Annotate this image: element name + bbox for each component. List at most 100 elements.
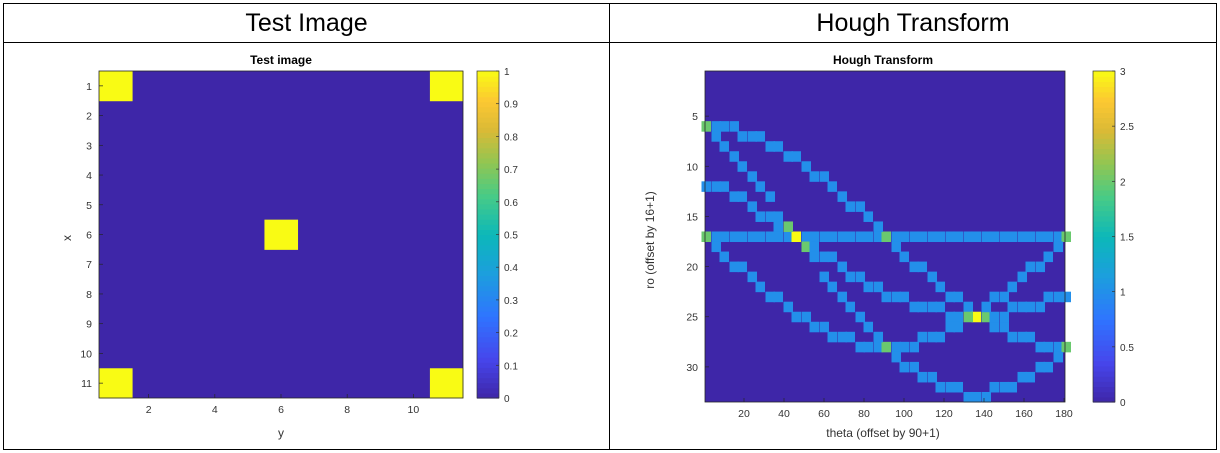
- heatmap-cell: [945, 291, 955, 303]
- colorbar-segment: [477, 142, 499, 149]
- y-tick-label: 6: [86, 230, 92, 242]
- y-tick-label: 11: [81, 378, 92, 390]
- colorbar-segment: [477, 116, 499, 123]
- y-tick-label: 2: [86, 111, 92, 123]
- heatmap-cell: [755, 211, 765, 222]
- heatmap-cell: [701, 231, 711, 243]
- heatmap-cell: [999, 321, 1009, 333]
- heatmap-cell: [953, 381, 963, 393]
- colorbar-segment: [477, 372, 499, 379]
- heatmap-cell: [845, 201, 855, 212]
- heatmap-cell: [917, 301, 927, 313]
- heatmap-cell: [989, 311, 999, 323]
- heatmap-cell: [801, 161, 811, 172]
- colorbar-tick-label: 1.5: [1120, 233, 1134, 244]
- heatmap-cell: [747, 201, 757, 212]
- colorbar-segment: [1093, 272, 1115, 279]
- heatmap-cell: [783, 301, 793, 313]
- heatmap-cell: [791, 151, 801, 162]
- colorbar-segment: [477, 321, 499, 328]
- heatmap-cell: [773, 141, 783, 152]
- y-tick-label: 10: [80, 348, 92, 360]
- heatmap-cell: [845, 231, 855, 243]
- heatmap-cell: [981, 391, 991, 403]
- colorbar-segment: [1093, 376, 1115, 382]
- colorbar-segment: [1093, 122, 1115, 129]
- heatmap-cell: [737, 161, 747, 172]
- heatmap-cell: [945, 381, 955, 393]
- colorbar-segment: [1093, 365, 1115, 372]
- colorbar-segment: [477, 275, 499, 282]
- heatmap-cell: [765, 191, 775, 202]
- colorbar-segment: [1093, 215, 1115, 222]
- colorbar-segment: [477, 224, 499, 230]
- heatmap-cell: [1025, 261, 1035, 273]
- colorbar-segment: [477, 127, 499, 133]
- colorbar-segment: [477, 254, 499, 261]
- colorbar: 0 0.5 1 1.5 2 2.5 3: [1092, 67, 1134, 409]
- colorbar-segment: [477, 285, 499, 292]
- heatmap-cell: [711, 121, 721, 132]
- colorbar-segment: [477, 300, 499, 307]
- heatmap-cell: [927, 231, 937, 243]
- y-tick-label: 30: [686, 362, 698, 374]
- heatmap-cell: [809, 241, 819, 253]
- colorbar-segment: [1093, 112, 1115, 119]
- heatmap-cell: [765, 291, 775, 303]
- plot-area: [701, 70, 1071, 403]
- colorbar-segment: [1093, 277, 1115, 284]
- x-tick-label: 140: [975, 408, 993, 420]
- heatmap-cell: [1061, 291, 1071, 303]
- colorbar-segment: [477, 290, 499, 297]
- heatmap-cell: [891, 351, 901, 363]
- heatmap-cell: [711, 241, 721, 253]
- heatmap-cell: [909, 231, 919, 243]
- colorbar-tick-label: 0.9: [504, 100, 518, 111]
- colorbar-segment: [477, 326, 499, 333]
- x-tick-label: 6: [278, 404, 284, 416]
- header-divider: [4, 42, 1216, 43]
- heatmap-cell: [1061, 341, 1071, 353]
- heatmap-cell: [1035, 341, 1045, 353]
- heatmap-cell: [863, 211, 873, 222]
- heatmap-cell: [845, 301, 855, 313]
- heatmap-cell: [1043, 231, 1053, 243]
- heatmap-cell: [935, 301, 945, 313]
- heatmap-cell: [1053, 341, 1063, 353]
- heatmap-cell: [837, 231, 847, 243]
- heatmap-cell: [773, 221, 783, 232]
- heatmap-cell: [899, 231, 909, 243]
- colorbar-segment: [477, 193, 499, 200]
- colorbar-segment: [477, 183, 499, 190]
- colorbar-tick-label: 0: [1120, 398, 1126, 409]
- heatmap-cell: [719, 251, 729, 263]
- heatmap-cell: [945, 311, 955, 323]
- x-axis-label: theta (offset by 90+1): [826, 426, 940, 440]
- y-tick-label: 15: [686, 211, 698, 223]
- colorbar-tick-label: 0.5: [1120, 343, 1134, 354]
- y-tick-label: 5: [86, 200, 92, 212]
- colorbar-segment: [1093, 169, 1115, 176]
- colorbar-segment: [1093, 143, 1115, 150]
- heatmap-cell: [837, 191, 847, 202]
- colorbar-segment: [477, 382, 499, 389]
- colorbar-segment: [1093, 345, 1115, 351]
- colorbar-segment: [1093, 153, 1115, 160]
- colorbar-segment: [1093, 200, 1115, 207]
- heatmap-cell: [873, 331, 883, 343]
- heatmap-cell: [711, 231, 721, 243]
- colorbar-segment: [1093, 334, 1115, 341]
- colorbar-segment: [1093, 184, 1115, 191]
- heatmap-cell: [989, 231, 999, 243]
- heatmap-cell: [873, 281, 883, 293]
- heatmap-cell: [719, 181, 729, 192]
- heatmap-cell: [765, 231, 775, 243]
- colorbar-segment: [477, 306, 499, 312]
- colorbar-segment: [477, 188, 499, 195]
- heatmap-cell: [1025, 231, 1035, 243]
- heatmap-cell: [909, 341, 919, 353]
- heatmap-cell: [873, 221, 883, 232]
- document-table: Test Image Hough Transform: [3, 3, 1217, 450]
- heatmap-cell: [1007, 381, 1017, 393]
- x-tick-label: 10: [408, 404, 420, 416]
